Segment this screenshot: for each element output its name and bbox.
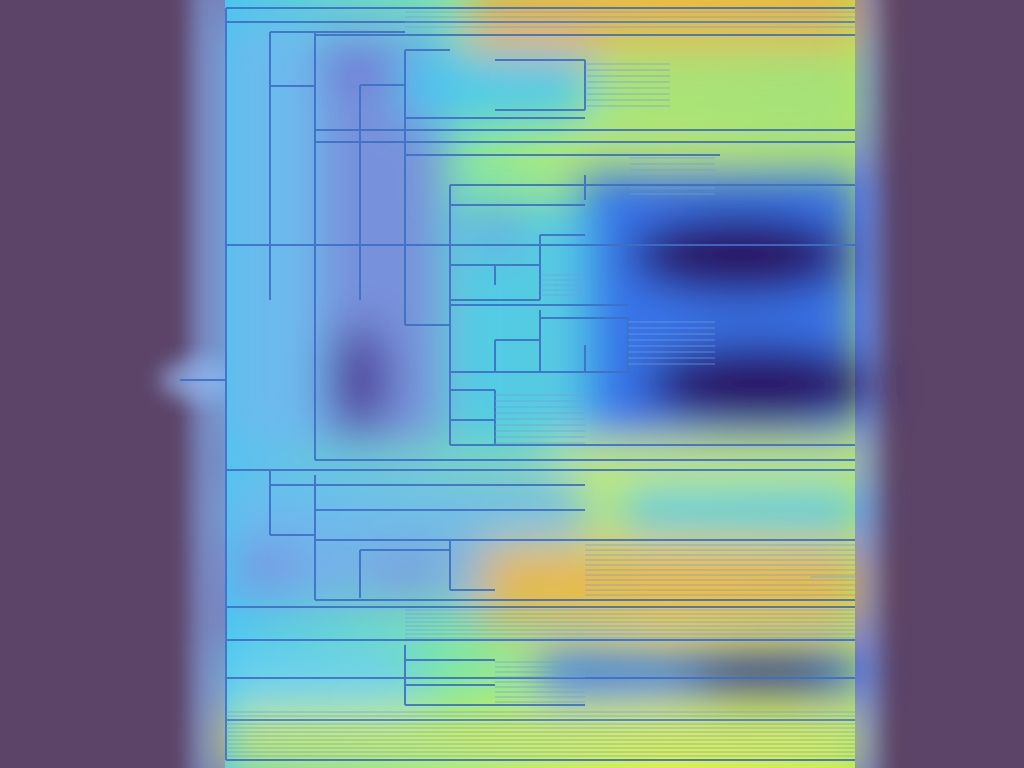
dendrogram-leaf-lines <box>226 11 855 757</box>
heatmap-layer <box>225 0 875 768</box>
